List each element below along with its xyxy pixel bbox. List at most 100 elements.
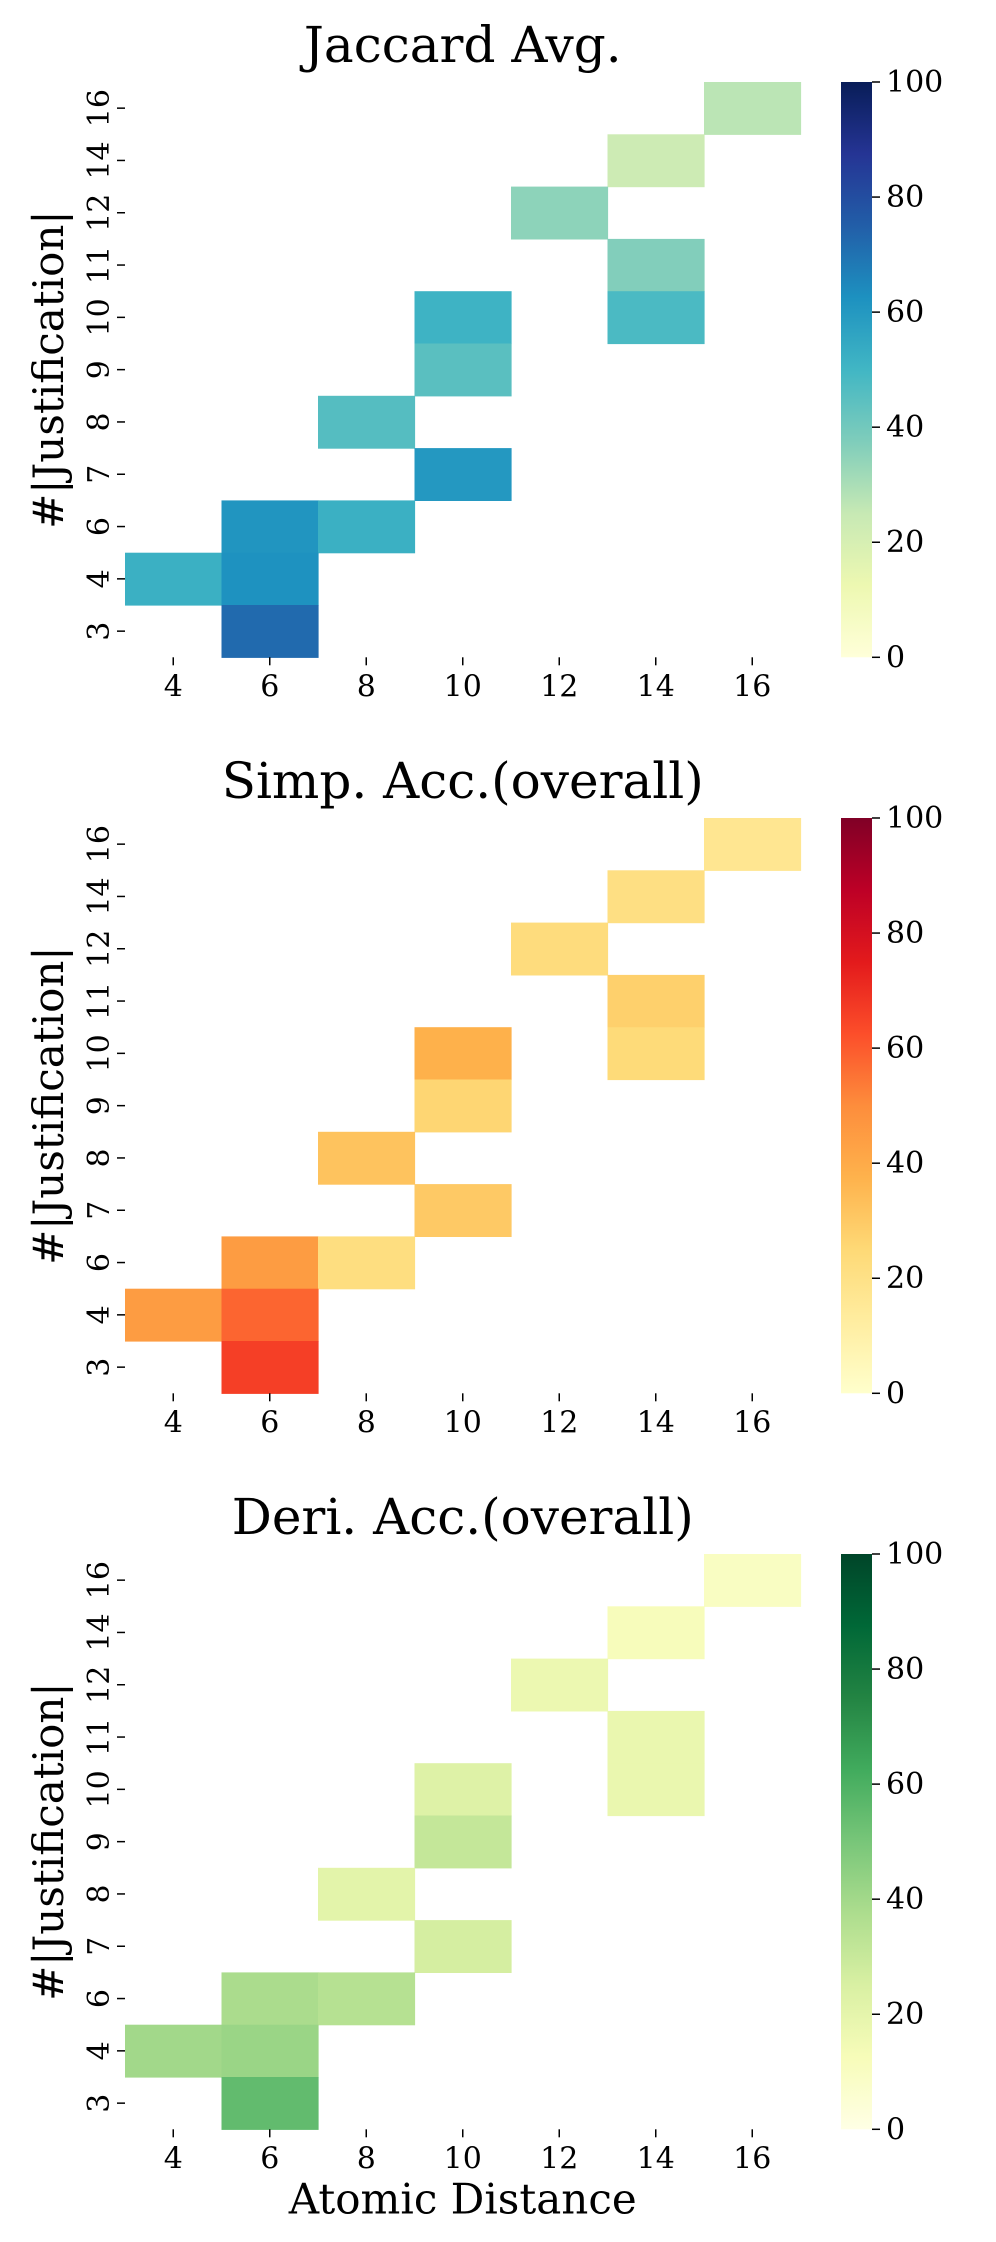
heatmap-cell — [318, 1236, 416, 1290]
x-tick-label: 6 — [260, 669, 279, 704]
heatmap-cell — [414, 1920, 512, 1973]
y-tick-label: 4 — [82, 569, 117, 588]
x-tick-label: 14 — [637, 669, 675, 704]
colorbar-tick-label: 100 — [886, 65, 943, 100]
colorbar-tick-label: 80 — [886, 916, 924, 951]
colorbar-tick-label: 60 — [886, 1767, 924, 1802]
colorbar-tick-label: 40 — [886, 1146, 924, 1181]
y-axis-label: #|Justification| — [24, 210, 73, 528]
y-tick-label: 7 — [82, 465, 117, 484]
chart-title: Simp. Acc.(overall) — [222, 752, 704, 810]
colorbar — [841, 1554, 872, 2130]
y-tick-label: 14 — [82, 1613, 117, 1651]
x-tick-label: 6 — [260, 1405, 279, 1440]
y-tick-label: 12 — [82, 930, 117, 968]
colorbar-tick-label: 20 — [886, 1261, 924, 1296]
x-tick-label: 12 — [540, 1405, 578, 1440]
x-tick-label: 8 — [357, 1405, 376, 1440]
colorbar-tick-label: 100 — [886, 801, 943, 836]
heatmap-cell — [221, 605, 319, 658]
y-tick-label: 6 — [82, 1989, 117, 2008]
y-tick-label: 14 — [82, 141, 117, 179]
y-tick-label: 12 — [82, 1666, 117, 1704]
x-tick-label: 14 — [637, 2141, 675, 2176]
colorbar-tick-label: 40 — [886, 410, 924, 445]
y-tick-label: 9 — [82, 360, 117, 379]
heatmap-cell — [221, 1341, 319, 1394]
y-tick-label: 3 — [82, 2094, 117, 2113]
x-tick-label: 6 — [260, 2141, 279, 2176]
colorbar-tick-label: 80 — [886, 180, 924, 215]
colorbar-tick-label: 20 — [886, 525, 924, 560]
x-tick-label: 16 — [733, 669, 771, 704]
x-tick-label: 8 — [357, 669, 376, 704]
heatmap-cell — [221, 1236, 319, 1290]
heatmap-cell — [704, 818, 802, 871]
heatmap-cell — [511, 1658, 609, 1712]
heatmap-cell — [125, 1288, 223, 1342]
y-tick-label: 7 — [82, 1937, 117, 1956]
y-tick-label: 3 — [82, 622, 117, 641]
colorbar-tick-label: 0 — [886, 1376, 905, 1411]
heatmap-cell — [704, 1554, 802, 1607]
y-tick-label: 11 — [82, 982, 117, 1020]
heatmap-cell — [221, 500, 319, 554]
heatmap-cell — [607, 1027, 705, 1081]
colorbar — [841, 818, 872, 1394]
y-tick-label: 14 — [82, 877, 117, 915]
y-axis-label: #|Justification| — [24, 946, 73, 1264]
heatmap-cell — [511, 186, 609, 240]
x-tick-label: 14 — [637, 1405, 675, 1440]
heatmap-cell — [414, 1027, 512, 1081]
colorbar-tick-label: 0 — [886, 2112, 905, 2147]
y-tick-label: 16 — [82, 89, 117, 127]
heatmap-cell — [607, 134, 705, 188]
heatmap-cell — [221, 1288, 319, 1342]
colorbar-tick-label: 40 — [886, 1882, 924, 1917]
heatmap-cell — [414, 1763, 512, 1817]
heatmap-cell — [221, 2024, 319, 2078]
y-tick-label: 9 — [82, 1832, 117, 1851]
heatmap-cell — [125, 2024, 223, 2078]
heatmap-cell — [414, 1815, 512, 1869]
colorbar — [841, 82, 872, 658]
x-tick-label: 4 — [164, 2141, 183, 2176]
heatmap-cell — [607, 870, 705, 924]
heatmap-cell — [414, 1184, 512, 1237]
x-tick-label: 16 — [733, 1405, 771, 1440]
heatmap-cell — [607, 974, 705, 1028]
heatmap-cell — [125, 552, 223, 606]
heatmap-cell — [607, 1606, 705, 1660]
x-tick-label: 10 — [444, 1405, 482, 1440]
y-tick-label: 7 — [82, 1201, 117, 1220]
y-tick-label: 8 — [82, 412, 117, 431]
heatmap-cell — [414, 1079, 512, 1133]
heatmap-cell — [607, 1710, 705, 1764]
y-tick-label: 3 — [82, 1358, 117, 1377]
y-tick-label: 11 — [82, 246, 117, 284]
chart-title: Jaccard Avg. — [299, 16, 622, 74]
colorbar-tick-label: 20 — [886, 1997, 924, 2032]
y-tick-label: 4 — [82, 1305, 117, 1324]
x-tick-label: 12 — [540, 2141, 578, 2176]
y-tick-label: 10 — [82, 298, 117, 336]
heatmap-cell — [318, 500, 416, 554]
y-tick-label: 8 — [82, 1148, 117, 1167]
colorbar-tick-label: 0 — [886, 640, 905, 675]
heatmap-cell — [414, 291, 512, 345]
heatmap-panel-1: Jaccard Avg. 4 6 8 10 12 14 16 3 4 6 7 8 9 10 11 12 14 16 #… — [24, 16, 943, 704]
y-tick-label: 8 — [82, 1884, 117, 1903]
y-tick-label: 12 — [82, 194, 117, 232]
y-tick-label: 16 — [82, 1561, 117, 1599]
x-tick-label: 10 — [444, 2141, 482, 2176]
colorbar-tick-label: 100 — [886, 1537, 943, 1572]
x-tick-label: 4 — [164, 1405, 183, 1440]
heatmap-cell — [704, 82, 802, 135]
heatmap-cell — [221, 1972, 319, 2026]
heatmap-panel-2: Simp. Acc.(overall) 4 6 8 10 12 14 16 3 4 6 7 8 9 10 11… — [24, 752, 943, 1440]
y-tick-label: 10 — [82, 1034, 117, 1072]
y-tick-label: 9 — [82, 1096, 117, 1115]
heatmap-cell — [607, 291, 705, 345]
heatmap-cell — [318, 1867, 416, 1921]
y-tick-label: 16 — [82, 825, 117, 863]
